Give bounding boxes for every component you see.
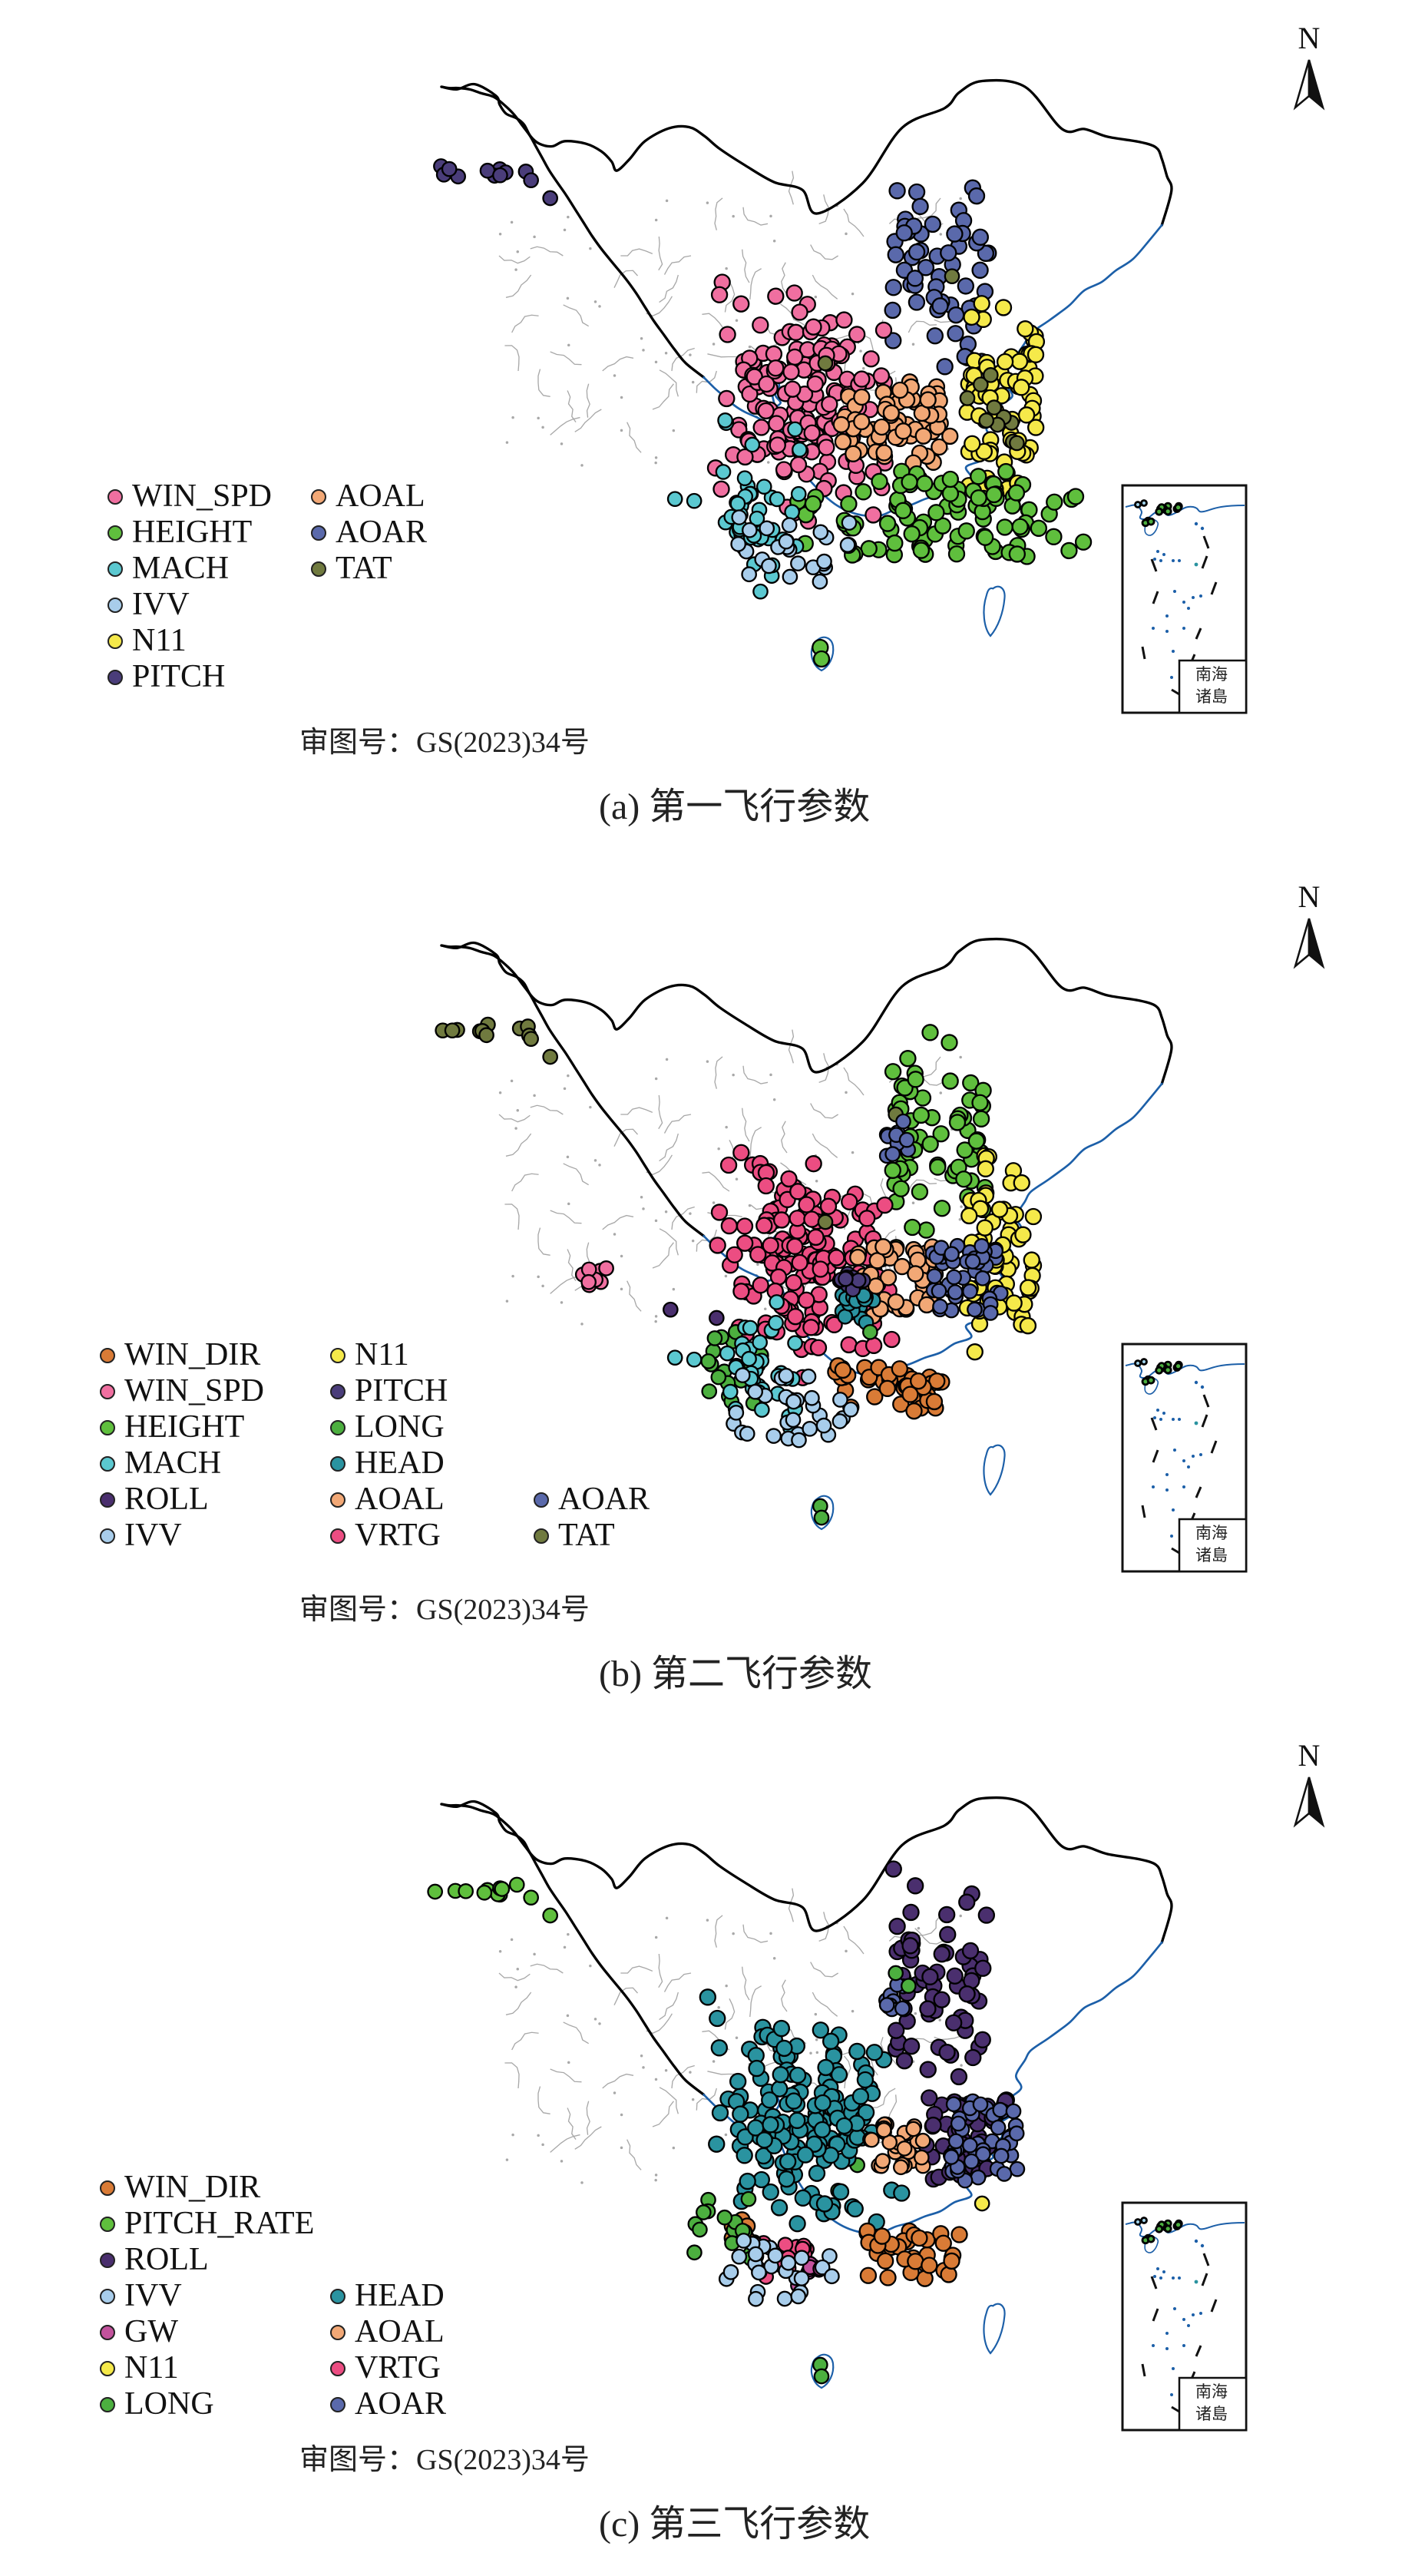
svg-text:南海: 南海 — [1195, 665, 1228, 684]
svg-text:南海: 南海 — [1195, 2382, 1228, 2401]
svg-text:南海: 南海 — [1195, 1524, 1228, 1542]
svg-text:诸島: 诸島 — [1195, 1546, 1228, 1564]
svg-text:诸島: 诸島 — [1195, 687, 1228, 706]
svg-text:诸島: 诸島 — [1195, 2405, 1228, 2423]
